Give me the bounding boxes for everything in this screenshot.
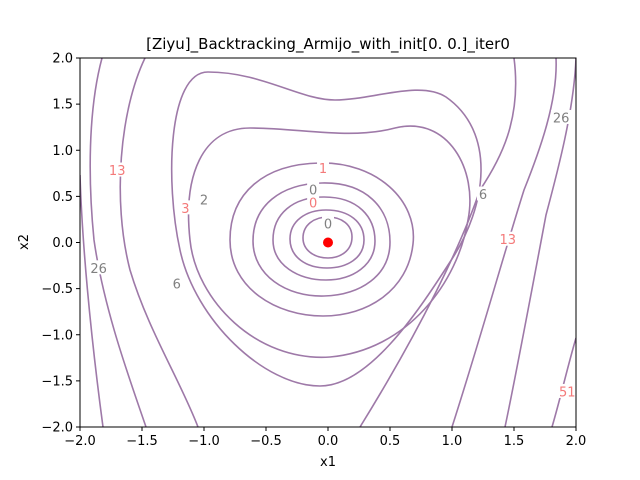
x-axis-ticks: −2.0 −1.5 −1.0 −0.5 0.0 0.5 1.0 1.5 2.0 — [64, 427, 586, 449]
contour-label-background — [107, 162, 128, 177]
contour-label: 3 — [181, 202, 189, 217]
y-tick-label: −2.0 — [41, 421, 73, 436]
x-axis-label: x1 — [320, 455, 336, 470]
contour-label: 6 — [173, 278, 181, 293]
y-tick-label: −0.5 — [41, 282, 73, 297]
x-tick-label: 2.0 — [566, 434, 587, 449]
contour-label: 6 — [479, 188, 487, 203]
contour-level-11-right — [551, 337, 576, 427]
x-tick-label: 1.5 — [504, 434, 525, 449]
contour-level-9-left — [89, 58, 147, 427]
contour-label-background — [557, 383, 578, 398]
contour-level-7 — [170, 71, 482, 387]
y-axis-label: x2 — [17, 234, 32, 250]
contour-level-10-left — [80, 174, 104, 427]
y-tick-label: 1.0 — [52, 144, 73, 159]
contour-label-background — [497, 231, 518, 246]
contour-label-background — [551, 109, 572, 124]
x-tick-label: −0.5 — [250, 434, 282, 449]
contour-label: 13 — [109, 164, 126, 179]
contour-label: 0 — [309, 183, 317, 198]
contour-label: 0 — [309, 196, 317, 211]
x-tick-label: 0.0 — [318, 434, 339, 449]
contour-level-2 — [289, 209, 365, 269]
contour-label-background — [170, 276, 183, 291]
contour-label: 0 — [324, 218, 332, 233]
y-tick-label: −1.5 — [41, 374, 73, 389]
contour-label: 26 — [553, 111, 570, 126]
contour-level-8-right — [359, 58, 517, 427]
contour-level-1 — [302, 216, 353, 259]
contour-label-background — [322, 216, 334, 231]
contour-label-background — [179, 200, 192, 215]
y-tick-label: 0.0 — [52, 236, 73, 251]
contour-label-background — [477, 186, 489, 201]
contour-label: 1 — [319, 162, 327, 177]
x-tick-label: −2.0 — [64, 434, 96, 449]
y-tick-label: 1.5 — [52, 98, 73, 113]
contour-level-3 — [272, 196, 376, 281]
x-tick-label: 0.5 — [380, 434, 401, 449]
y-axis-ticks: −2.0 −1.5 −1.0 −0.5 0.0 0.5 1.0 1.5 2.0 — [41, 52, 80, 436]
contour-level-4 — [252, 182, 391, 297]
contour-label-background — [307, 181, 320, 196]
y-tick-label: −1.0 — [41, 328, 73, 343]
contour-level-9-right — [451, 58, 557, 427]
contour-label: 13 — [500, 233, 517, 248]
chart-title: [Ziyu]_Backtracking_Armijo_with_init[0. … — [146, 35, 510, 54]
contour-level-8-left — [119, 58, 199, 427]
contour-lines — [80, 58, 576, 427]
x-tick-label: 1.0 — [442, 434, 463, 449]
x-tick-label: −1.5 — [126, 434, 158, 449]
contour-label: 26 — [90, 262, 107, 277]
contour-label: 51 — [559, 385, 576, 400]
contour-label-background — [198, 192, 210, 207]
contour-label-background — [307, 194, 320, 209]
y-tick-label: 0.5 — [52, 190, 73, 205]
contour-level-5 — [229, 162, 415, 317]
contour-level-6 — [187, 125, 471, 358]
current-point-marker — [323, 237, 333, 248]
contour-label: 2 — [200, 194, 208, 209]
contour-label-background — [317, 160, 330, 175]
contour-label-background — [88, 260, 109, 275]
x-tick-label: −1.0 — [188, 434, 220, 449]
y-tick-label: 2.0 — [52, 52, 73, 67]
